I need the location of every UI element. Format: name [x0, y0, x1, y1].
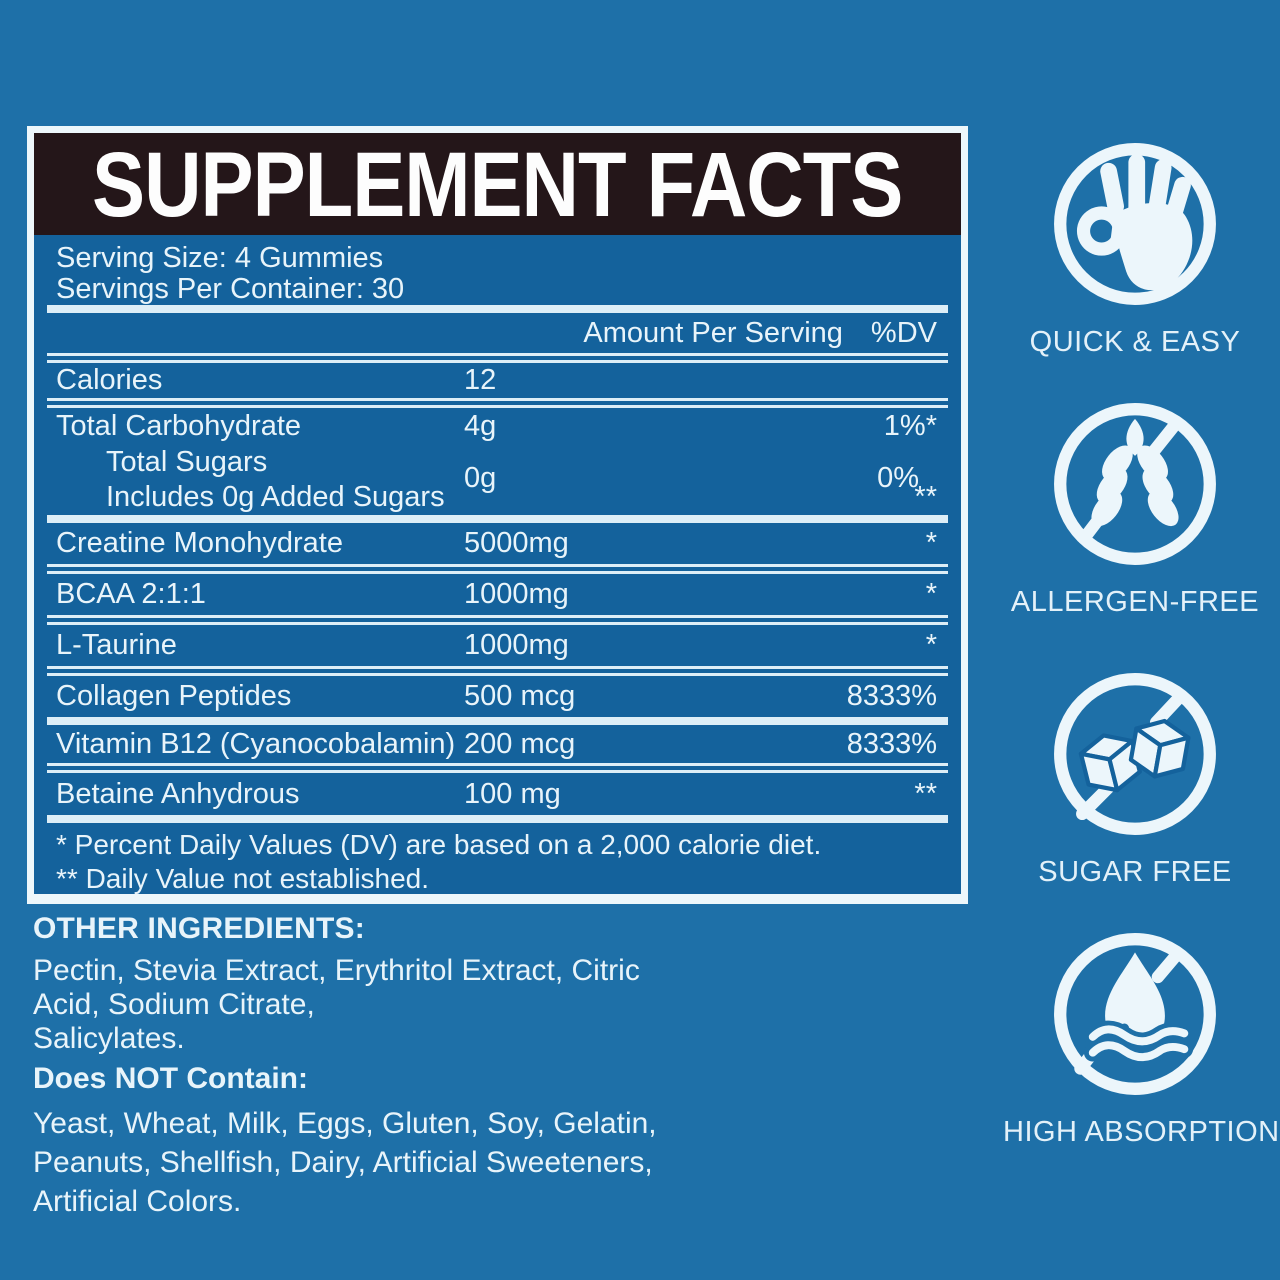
divider — [47, 615, 948, 625]
footnotes: * Percent Daily Values (DV) are based on… — [34, 823, 961, 894]
does-not-contain-heading: Does NOT Contain: — [33, 1062, 308, 1095]
ok-hand-icon — [1054, 143, 1216, 305]
badge-label: ALLERGEN-FREE — [1010, 586, 1260, 618]
footnote-not-established: ** Daily Value not established. — [56, 863, 430, 894]
badge-sugar-free: SUGAR FREE — [1003, 666, 1267, 889]
nutrient-row: Total Sugars 0g 0% — [106, 446, 919, 494]
no-wheat-icon — [1054, 403, 1216, 565]
divider — [47, 763, 948, 773]
badge-allergen-free: ALLERGEN-FREE — [1003, 396, 1267, 619]
divider — [47, 353, 948, 363]
footnote-dv: * Percent Daily Values (DV) are based on… — [56, 829, 822, 860]
does-not-contain-line: Artificial Colors. — [33, 1185, 242, 1218]
does-not-contain-line: Yeast, Wheat, Milk, Eggs, Gluten, Soy, G… — [33, 1107, 657, 1140]
panel-title: SUPPLEMENT FACTS — [92, 133, 903, 235]
badge-high-absorption: HIGH ABSORPTION — [1003, 926, 1280, 1149]
other-ingredients-heading: OTHER INGREDIENTS: — [33, 912, 365, 945]
nutrient-row: Vitamin B12 (Cyanocobalamin) 200 mcg 833… — [56, 727, 937, 760]
serving-info: Serving Size: 4 Gummies Servings Per Con… — [34, 235, 961, 305]
badge-label: QUICK & EASY — [1029, 326, 1241, 358]
divider — [47, 815, 948, 823]
nutrient-row: Calories 12 — [56, 364, 497, 396]
no-sugar-icon — [1054, 673, 1216, 835]
nutrient-row: Betaine Anhydrous 100 mg ** — [56, 777, 937, 810]
badge-label: SUGAR FREE — [1038, 856, 1232, 888]
divider — [47, 564, 948, 574]
servings-per-container: Servings Per Container: 30 — [56, 273, 405, 305]
water-drop-icon — [1054, 933, 1216, 1095]
badge-quick-easy: QUICK & EASY — [1003, 136, 1267, 359]
other-ingredients-line: Pectin, Stevia Extract, Erythritol Extra… — [33, 954, 640, 1021]
other-ingredients-section: OTHER INGREDIENTS: Pectin, Stevia Extrac… — [33, 912, 693, 1221]
nutrient-row: Total Carbohydrate 4g 1%* — [56, 410, 937, 442]
nutrient-row: Collagen Peptides 500 mcg 8333% — [56, 680, 937, 712]
supplement-facts-panel: SUPPLEMENT FACTS Serving Size: 4 Gummies… — [27, 126, 968, 904]
serving-size: Serving Size: 4 Gummies — [56, 242, 384, 274]
dv-column-header: %DV — [870, 316, 937, 349]
divider — [47, 305, 948, 313]
divider — [47, 515, 948, 523]
nutrient-row: BCAA 2:1:1 1000mg * — [56, 578, 937, 610]
other-ingredients-line: Salicylates. — [33, 1022, 185, 1055]
nutrient-row: Includes 0g Added Sugars ** — [106, 481, 937, 513]
badge-label: HIGH ABSORPTION — [1003, 1116, 1280, 1148]
divider — [47, 398, 948, 408]
column-header-row: Amount Per Serving %DV — [34, 313, 961, 353]
does-not-contain-line: Peanuts, Shellfish, Dairy, Artificial Sw… — [33, 1146, 653, 1179]
amount-column-header: Amount Per Serving — [583, 316, 843, 349]
divider — [47, 666, 948, 676]
nutrient-row: L-Taurine 1000mg * — [56, 629, 937, 661]
nutrient-row: Creatine Monohydrate 5000mg * — [56, 527, 937, 559]
panel-header-bar: SUPPLEMENT FACTS — [34, 133, 961, 235]
divider — [47, 717, 948, 725]
